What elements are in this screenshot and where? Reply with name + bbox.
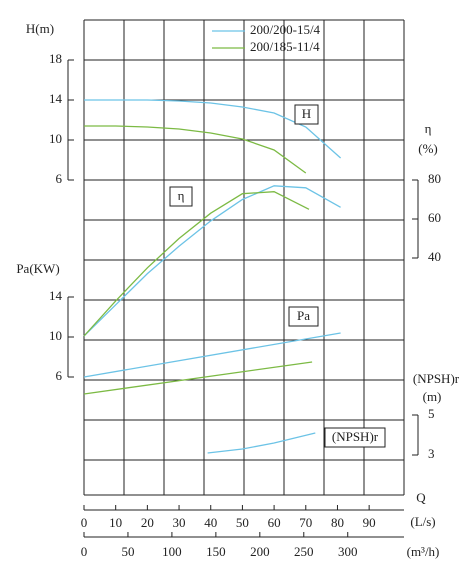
- x-tick-label: 20: [141, 515, 154, 530]
- y-tick-label: 5: [428, 406, 435, 421]
- y-tick-label: 40: [428, 249, 441, 264]
- x2-tick-label: 200: [250, 544, 270, 559]
- annotation-box: [288, 306, 319, 327]
- y-axis-label: H(m): [26, 21, 54, 36]
- y-tick-label: 10: [49, 131, 62, 146]
- y-axis-label: (m): [423, 389, 442, 404]
- x-tick-label: 50: [236, 515, 249, 530]
- curve: [207, 432, 316, 454]
- y-axis-label: η: [425, 121, 432, 136]
- curve: [83, 191, 310, 337]
- x2-tick-label: 250: [294, 544, 314, 559]
- x-tick-label: 0: [81, 515, 88, 530]
- y-tick-label: 6: [56, 171, 63, 186]
- x2-tick-label: 50: [121, 544, 134, 559]
- curve: [84, 125, 307, 174]
- x2-tick-label: 0: [81, 544, 88, 559]
- legend-label: 200/200-15/4: [250, 22, 321, 37]
- y-axis-label: Pa(KW): [16, 261, 59, 276]
- x-tick-label: 40: [204, 515, 217, 530]
- annotation-box: [324, 427, 386, 448]
- x-tick-label: 10: [109, 515, 122, 530]
- x-tick-label: 70: [299, 515, 312, 530]
- curve: [83, 361, 313, 395]
- y-tick-label: 60: [428, 210, 441, 225]
- y-tick-label: 6: [56, 368, 63, 383]
- x-tick-label: 90: [363, 515, 376, 530]
- annotation: (NPSH)r: [332, 429, 379, 444]
- annotation: H: [302, 106, 311, 121]
- x2-tick-label: 150: [206, 544, 226, 559]
- x2-tick-label: 300: [338, 544, 358, 559]
- annotation-box: [169, 186, 193, 207]
- y-axis-label: (%): [418, 141, 438, 156]
- x2-tick-label: 100: [162, 544, 182, 559]
- x-tick-label: 80: [331, 515, 344, 530]
- annotation-box: [294, 104, 319, 125]
- curve: [83, 185, 341, 337]
- y-tick-label: 10: [49, 328, 62, 343]
- y-tick-label: 18: [49, 51, 62, 66]
- y-tick-label: 14: [49, 288, 63, 303]
- x-axis-label: Q: [416, 490, 426, 505]
- annotation: η: [178, 188, 185, 203]
- x-tick-label: 60: [268, 515, 281, 530]
- annotation: Pa: [297, 308, 310, 323]
- x2-axis-unit: (m³/h): [407, 544, 440, 559]
- y-tick-label: 80: [428, 171, 441, 186]
- x-axis-unit: (L/s): [410, 514, 435, 529]
- x-tick-label: 30: [173, 515, 186, 530]
- curve: [83, 332, 341, 378]
- y-axis-label: (NPSH)r: [413, 371, 460, 386]
- legend-label: 200/185-11/4: [250, 39, 320, 54]
- y-tick-label: 14: [49, 91, 63, 106]
- y-tick-label: 3: [428, 446, 435, 461]
